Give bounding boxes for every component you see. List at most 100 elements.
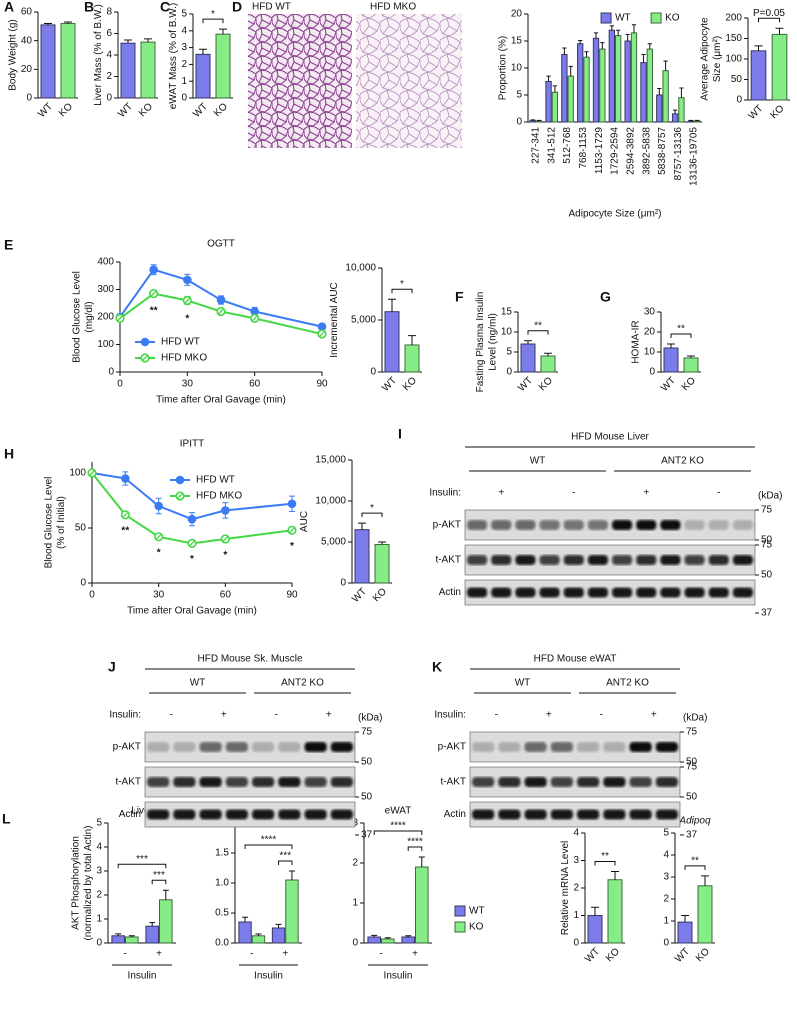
error-bar — [162, 889, 169, 900]
blot-band — [199, 777, 222, 787]
blot-row-label: Actin — [119, 809, 141, 820]
y-tick-label: 3 — [181, 42, 187, 53]
blot-band — [732, 520, 753, 530]
panel-label: B — [84, 0, 94, 15]
significance-label: *** — [136, 854, 148, 865]
point — [250, 307, 259, 316]
blot-band — [539, 520, 560, 530]
error-bar — [657, 88, 662, 95]
x-axis-label: Time after Oral Gavage (min) — [156, 395, 286, 406]
x-tick-label: - — [123, 949, 126, 960]
significance-label: **** — [407, 837, 423, 848]
blot-band — [684, 520, 705, 530]
error-bar — [631, 24, 637, 33]
x-tick-label: WT — [583, 946, 602, 965]
y-axis-label: HOMA-IR — [630, 320, 641, 363]
point-slash — [121, 511, 129, 519]
blot-band — [636, 555, 657, 565]
x-tick-label: WT — [659, 375, 678, 394]
x-tick-label: 1729-2594 — [610, 127, 621, 175]
blot-marker: 37 — [761, 608, 773, 619]
blot-band — [629, 809, 652, 820]
point — [216, 295, 226, 305]
y-axis-label: Size (μm²) — [712, 36, 723, 82]
blot-band — [515, 555, 536, 565]
x-tick-label: 5838-8757 — [657, 127, 668, 175]
error-bar — [530, 119, 535, 121]
error-bar — [275, 923, 282, 928]
panel-label: I — [398, 426, 402, 442]
y-tick-label: 20 — [21, 64, 33, 75]
x-tick-label: 0 — [89, 590, 95, 601]
blot-band — [225, 809, 248, 820]
significance-label: ** — [121, 526, 129, 537]
y-tick-label: 0 — [663, 938, 669, 949]
blot-band — [655, 742, 678, 752]
y-tick-label: 4 — [181, 25, 187, 36]
bar — [384, 311, 400, 373]
y-tick-label: 2 — [352, 858, 358, 869]
blot-band — [252, 809, 275, 820]
y-tick-label: 100 — [69, 468, 86, 479]
series-line — [91, 472, 293, 545]
y-tick-label: 0 — [181, 93, 187, 104]
blot-band — [660, 520, 681, 530]
x-tick-label: WT — [516, 375, 535, 394]
blot-band — [467, 520, 488, 530]
blot-band — [498, 777, 521, 787]
blot-band — [550, 742, 573, 752]
x-axis-label: Insulin — [254, 971, 283, 982]
y-axis-label: (normalized by total Actin) — [83, 825, 94, 940]
y-tick-label: 15,000 — [315, 455, 346, 466]
blot-band — [539, 587, 560, 598]
error-bar — [44, 22, 52, 25]
blot-band — [708, 555, 729, 565]
error-bar — [544, 352, 552, 356]
y-tick-label: 200 — [97, 312, 114, 323]
blot-band — [524, 742, 547, 752]
blot-band — [252, 777, 275, 787]
blot-band — [603, 809, 626, 820]
legend-label: KO — [665, 13, 680, 24]
blot-band — [472, 809, 495, 820]
y-tick-label: 5 — [516, 90, 522, 101]
bar — [694, 120, 701, 123]
x-tick-label: 60 — [220, 590, 232, 601]
y-tick-label: 2 — [181, 59, 187, 70]
legend-swatch — [454, 921, 466, 933]
y-tick-label: 0 — [370, 367, 376, 378]
series-line — [119, 268, 323, 328]
error-bar — [524, 340, 532, 344]
x-tick-label: KO — [680, 375, 698, 393]
x-axis-label: Adipocyte Size (μm²) — [568, 209, 661, 220]
error-bar — [64, 21, 72, 24]
blot-sign: - — [170, 710, 173, 721]
y-axis-label: Body Weight (g) — [7, 19, 18, 91]
blot-band — [147, 742, 170, 752]
blot-band — [199, 742, 222, 752]
x-tick-label: WT — [116, 101, 135, 120]
legend-label: HFD MKO — [161, 353, 207, 364]
y-axis-label: eWAT Mass (% of B.W.) — [168, 3, 179, 110]
error-bar — [754, 45, 763, 51]
blot-group: WT — [515, 678, 531, 689]
bar — [271, 927, 286, 944]
error-bar — [408, 335, 416, 345]
y-tick-label: 1.5 — [215, 848, 229, 859]
blot-band — [612, 555, 633, 565]
bar — [545, 81, 552, 123]
y-axis-label: AKT Phosphorylation — [71, 836, 82, 930]
blot-band — [629, 742, 652, 752]
significance-label: ** — [677, 324, 685, 335]
significance-bracket — [670, 333, 692, 338]
significance-label: **** — [390, 821, 406, 832]
error-bar — [358, 522, 366, 530]
y-axis-label: Blood Glucose Level — [43, 477, 54, 569]
blot-row-label: p-AKT — [438, 742, 466, 753]
x-tick-label: 30 — [182, 379, 194, 390]
error-bar — [679, 87, 684, 98]
y-tick-label: 4 — [573, 828, 579, 839]
y-tick-label: 1 — [573, 910, 579, 921]
bar — [750, 50, 767, 101]
blot-band — [278, 742, 301, 752]
